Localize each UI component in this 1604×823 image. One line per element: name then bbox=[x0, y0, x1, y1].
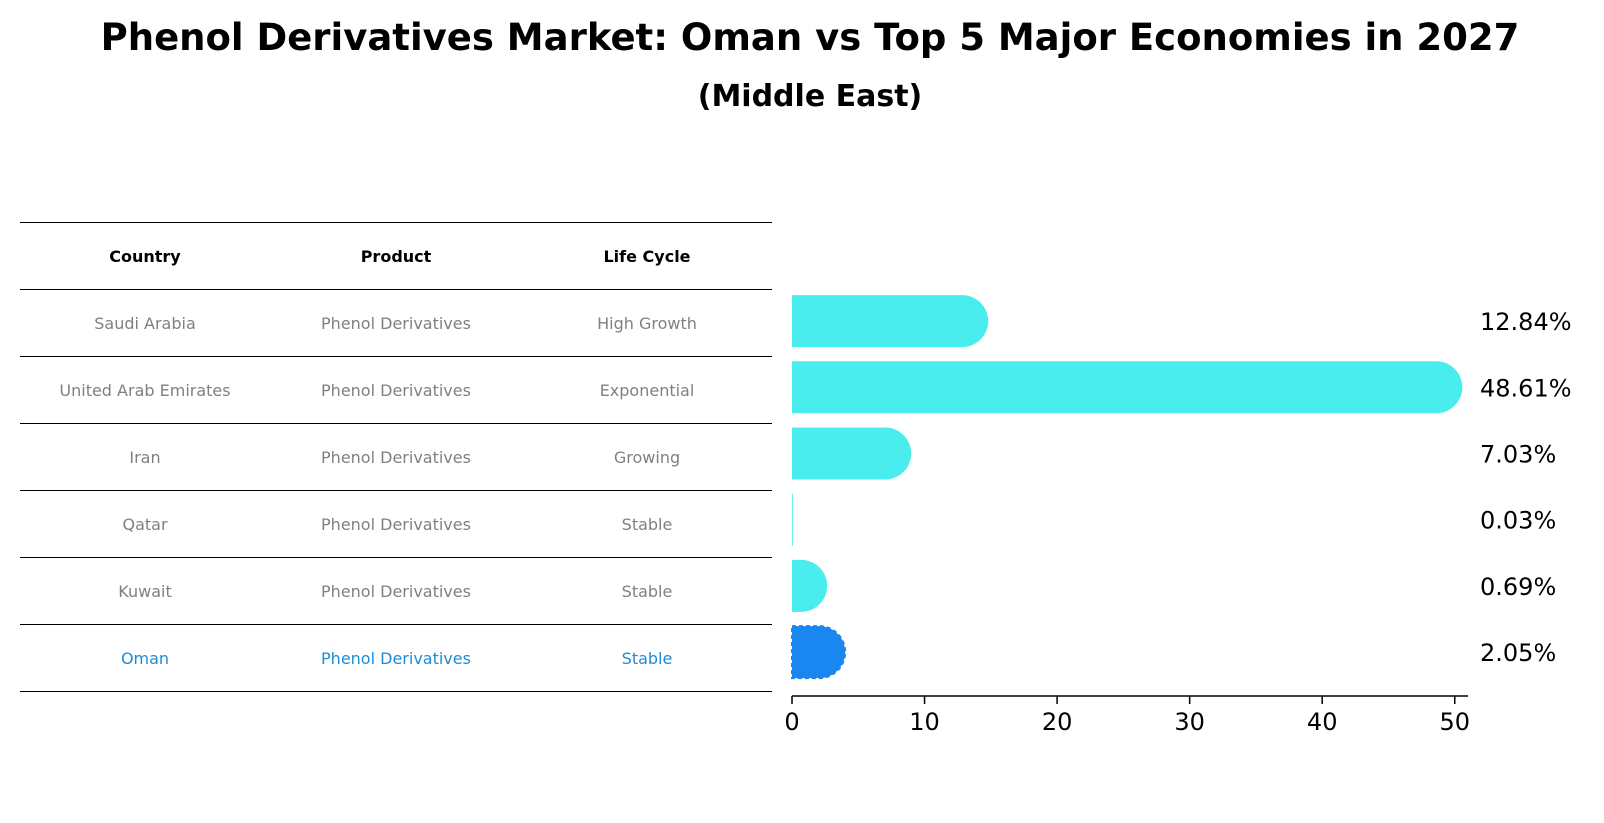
header-product: Product bbox=[360, 246, 432, 266]
bar-value-label: 0.69% bbox=[1480, 573, 1556, 601]
cell-country: Qatar bbox=[122, 514, 168, 534]
chart-title: Phenol Derivatives Market: Oman vs Top 5… bbox=[100, 16, 1520, 59]
table-row: Iran Phenol Derivatives Growing bbox=[20, 423, 772, 491]
bar-value-label: 0.03% bbox=[1480, 507, 1556, 535]
bar-value-label: 12.84% bbox=[1480, 308, 1572, 336]
x-tick-label: 0 bbox=[784, 708, 799, 736]
cell-product: Phenol Derivatives bbox=[321, 581, 471, 601]
table-row: Kuwait Phenol Derivatives Stable bbox=[20, 557, 772, 625]
cell-country: Saudi Arabia bbox=[94, 313, 196, 333]
info-table: Country Product Life Cycle Saudi Arabia … bbox=[20, 222, 772, 692]
cell-life-cycle: Stable bbox=[621, 648, 673, 668]
cell-product: Phenol Derivatives bbox=[321, 447, 471, 467]
bar-united-arab-emirates bbox=[792, 361, 1463, 414]
cell-product: Phenol Derivatives bbox=[321, 380, 471, 400]
cell-product: Phenol Derivatives bbox=[321, 514, 471, 534]
table-header-row: Country Product Life Cycle bbox=[20, 222, 772, 290]
cell-life-cycle: Stable bbox=[621, 514, 673, 534]
header-country: Country bbox=[109, 246, 181, 266]
table-row: Qatar Phenol Derivatives Stable bbox=[20, 490, 772, 558]
chart-subtitle: (Middle East) bbox=[697, 79, 923, 114]
x-tick-label: 10 bbox=[909, 708, 940, 736]
bar-saudi-arabia bbox=[792, 295, 989, 348]
x-tick-label: 20 bbox=[1042, 708, 1073, 736]
cell-life-cycle: High Growth bbox=[597, 313, 697, 333]
cell-life-cycle: Exponential bbox=[599, 380, 695, 400]
x-tick-label: 40 bbox=[1307, 708, 1338, 736]
cell-country: Kuwait bbox=[118, 581, 172, 601]
cell-country: Oman bbox=[120, 648, 170, 668]
bar-value-label: 2.05% bbox=[1480, 639, 1556, 667]
cell-life-cycle: Growing bbox=[613, 447, 681, 467]
cell-country: Iran bbox=[129, 447, 161, 467]
x-tick-label: 30 bbox=[1174, 708, 1205, 736]
cell-product: Phenol Derivatives bbox=[321, 313, 471, 333]
cell-product: Phenol Derivatives bbox=[321, 648, 471, 668]
bar-qatar bbox=[792, 493, 793, 546]
cell-country: United Arab Emirates bbox=[59, 380, 231, 400]
bar-value-label: 48.61% bbox=[1480, 374, 1572, 402]
bar-iran bbox=[792, 427, 912, 480]
table-row: United Arab Emirates Phenol Derivatives … bbox=[20, 356, 772, 424]
table-row: Saudi Arabia Phenol Derivatives High Gro… bbox=[20, 289, 772, 357]
x-tick-label: 50 bbox=[1439, 708, 1470, 736]
bar-oman bbox=[791, 625, 847, 680]
cell-life-cycle: Stable bbox=[621, 581, 673, 601]
bar-kuwait bbox=[792, 559, 828, 612]
bar-value-label: 7.03% bbox=[1480, 441, 1556, 469]
table-row-highlight: Oman Phenol Derivatives Stable bbox=[20, 624, 772, 692]
header-life-cycle: Life Cycle bbox=[603, 246, 691, 266]
